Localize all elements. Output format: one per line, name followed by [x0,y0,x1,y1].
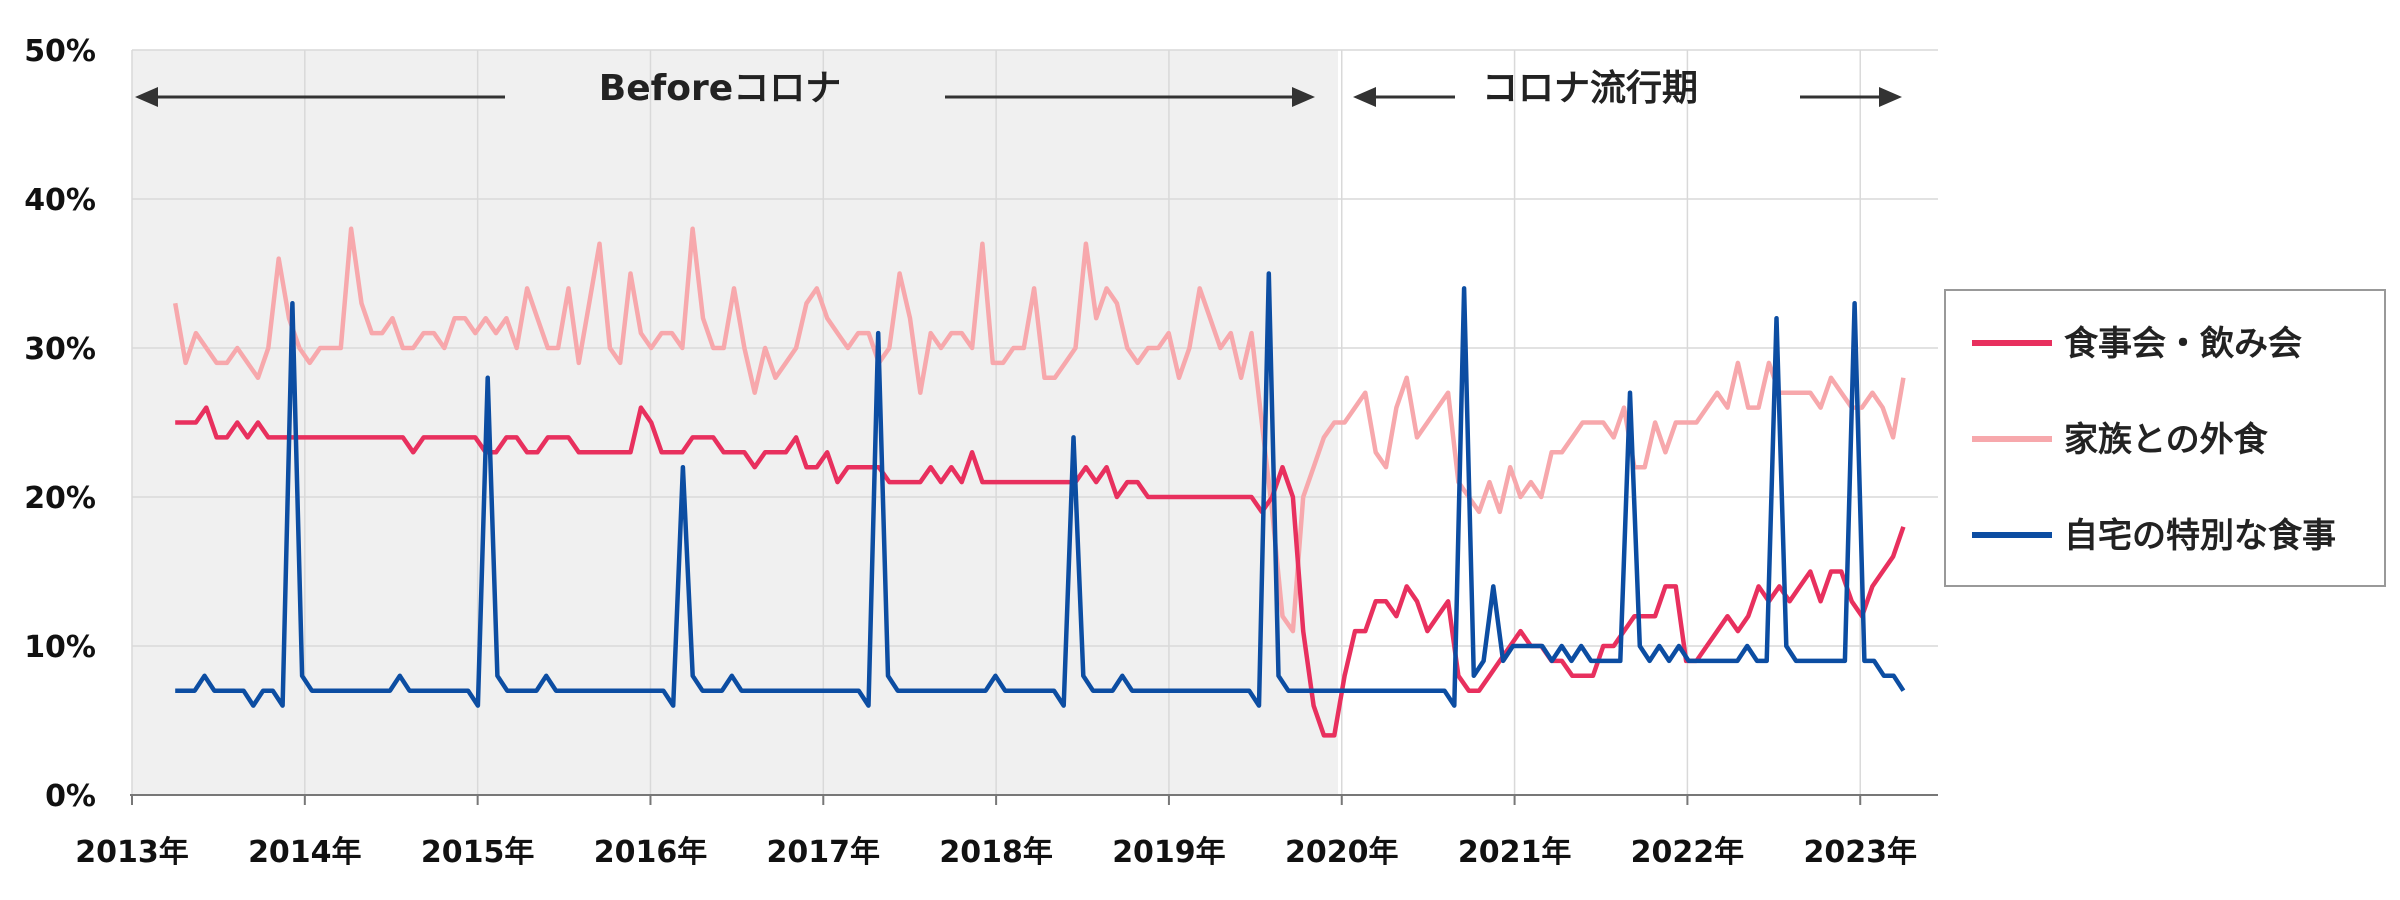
before-period-annotation: Beforeコロナ [135,68,1315,109]
y-tick-label: 10% [24,630,96,665]
y-tick-label: 50% [24,34,96,69]
before-period-label: Beforeコロナ [599,68,841,109]
series-line-0 [172,226,1906,634]
y-tick-label: 40% [24,183,96,218]
x-tick-label: 2013年 [75,835,189,870]
y-tick-label: 30% [24,332,96,367]
x-tick-label: 2021年 [1458,835,1572,870]
covid-period-annotation: コロナ流行期 [1353,68,1902,109]
covid-period-label: コロナ流行期 [1482,68,1698,109]
x-tick-label: 2016年 [594,835,708,870]
legend-label: 自宅の特別な食事 [2064,516,2336,556]
x-tick-label: 2019年 [1112,835,1226,870]
x-tick-label: 2017年 [767,835,881,870]
y-tick-label: 0% [45,779,96,814]
series-line-1 [175,405,1906,738]
x-tick-label: 2022年 [1631,835,1745,870]
before-period-shading [132,50,1338,795]
x-tick-label: 2018年 [939,835,1053,870]
y-tick-label: 20% [24,481,96,516]
x-tick-label: 2020年 [1285,835,1399,870]
y-axis-ticks: 0% 10% 20% 30% 40% 50% [24,34,96,814]
x-tick-label: 2023年 [1803,835,1917,870]
x-tick-label: 2015年 [421,835,535,870]
legend-label: 家族との外食 [2064,420,2269,460]
series-lines [172,226,1906,738]
x-tick-label: 2014年 [248,835,362,870]
x-axis-ticks: 2013年 2014年 2015年 2016年 2017年 2018年 2019年 2020年… [75,795,1917,870]
series-line-2 [175,271,1906,708]
legend-label: 食事会・飲み会 [2064,324,2302,364]
